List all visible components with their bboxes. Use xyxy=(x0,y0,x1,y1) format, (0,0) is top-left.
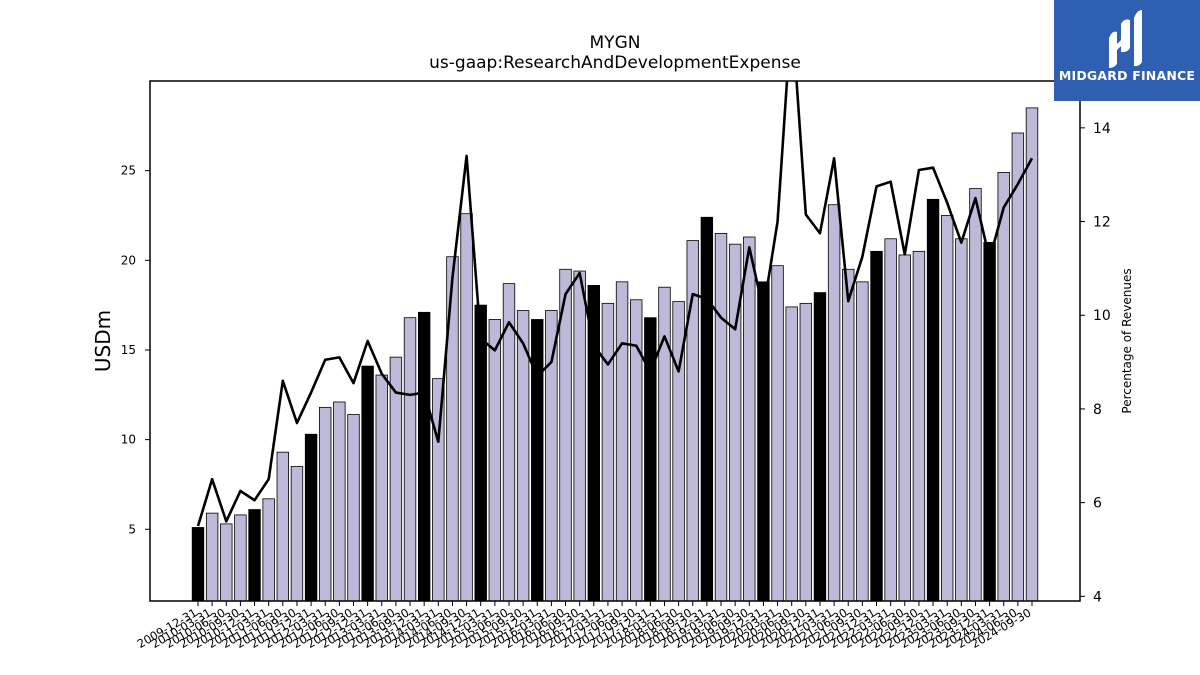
bar-2023-03-31 xyxy=(940,215,954,602)
y-tick-label: 20 xyxy=(121,253,136,267)
bar-2021-12-31 xyxy=(870,250,883,602)
bar-2015-03-31 xyxy=(488,319,502,602)
bar-2010-03-31 xyxy=(205,512,219,602)
y2-tick-label: 12 xyxy=(1093,215,1111,231)
y2-tick-label: 14 xyxy=(1093,121,1111,137)
bar-2011-12-31 xyxy=(304,433,318,602)
bar-2012-03-31 xyxy=(319,406,332,602)
y2-tick-label: 10 xyxy=(1093,308,1111,324)
bar-2021-09-30 xyxy=(856,281,869,602)
bar-2024-09-30 xyxy=(1025,107,1039,602)
bar-2021-03-31 xyxy=(827,204,841,602)
bar-2020-06-30 xyxy=(785,306,798,602)
bar-2019-06-30 xyxy=(728,243,742,602)
bar-2012-12-31 xyxy=(361,365,374,602)
brand-logo: MIDGARD FINANCE xyxy=(1054,0,1200,101)
bar-2015-12-31 xyxy=(531,319,544,602)
bar-2022-12-31 xyxy=(926,198,940,602)
bar-2022-03-31 xyxy=(884,238,897,602)
y-tick-label: 10 xyxy=(121,433,136,447)
bar-2023-12-31 xyxy=(983,241,996,602)
bar-2010-09-30 xyxy=(234,514,247,602)
bar-2011-06-30 xyxy=(276,451,290,602)
bar-2014-09-30 xyxy=(460,213,473,602)
bar-2013-09-30 xyxy=(403,317,417,602)
bar-2024-03-31 xyxy=(997,172,1010,602)
bar-2018-12-31 xyxy=(700,216,714,602)
y-tick-label: 15 xyxy=(121,343,136,357)
bar-2019-03-31 xyxy=(714,233,728,602)
y2-tick-label: 6 xyxy=(1093,496,1102,512)
bar-2017-06-30 xyxy=(615,281,629,602)
bar-2016-09-30 xyxy=(573,270,586,602)
bar-2010-06-30 xyxy=(220,523,233,602)
bar-2009-12-31 xyxy=(191,527,205,602)
bar-2022-06-30 xyxy=(898,254,911,602)
chart-subtitle: us-gaap:ResearchAndDevelopmentExpense xyxy=(429,53,801,73)
bar-2010-12-31 xyxy=(248,509,261,602)
y2-tick-label: 4 xyxy=(1093,589,1102,605)
bar-2014-06-30 xyxy=(446,256,459,602)
bar-2020-03-31 xyxy=(771,265,784,602)
bar-2016-12-31 xyxy=(587,285,600,602)
bar-2012-06-30 xyxy=(333,401,346,602)
bar-2013-03-31 xyxy=(375,374,388,602)
midgard-logo-icon xyxy=(1109,10,1142,69)
bar-2023-09-30 xyxy=(969,188,982,602)
y2-axis-label: Percentage of Revenues xyxy=(1120,268,1134,413)
logo-text: MIDGARD FINANCE xyxy=(1058,68,1196,83)
bar-2023-06-30 xyxy=(955,238,968,602)
bar-2020-09-30 xyxy=(799,302,813,602)
plot-frame xyxy=(149,80,1081,602)
percentage-line xyxy=(196,81,1034,527)
y2-tick-label: 8 xyxy=(1093,402,1102,418)
y-axis-label: USDm xyxy=(91,310,115,372)
bar-2016-03-31 xyxy=(545,310,558,602)
bar-2011-09-30 xyxy=(290,466,304,602)
bar-2024-06-30 xyxy=(1011,132,1025,602)
bar-2018-03-31 xyxy=(658,286,671,602)
y-tick-label: 5 xyxy=(128,522,136,536)
bar-2013-12-31 xyxy=(417,311,431,602)
bar-2019-12-31 xyxy=(757,281,770,602)
y-tick-label: 25 xyxy=(121,164,136,178)
bar-2017-03-31 xyxy=(601,302,615,602)
bar-2012-09-30 xyxy=(347,414,360,602)
bar-2011-03-31 xyxy=(262,498,275,602)
bar-2014-03-31 xyxy=(432,378,445,602)
bar-2019-09-30 xyxy=(743,236,756,602)
bar-2020-12-31 xyxy=(813,292,827,602)
chart-title: MYGN xyxy=(589,33,641,53)
bar-2014-12-31 xyxy=(474,304,487,602)
bar-2021-06-30 xyxy=(842,268,855,602)
bar-2022-09-30 xyxy=(912,250,926,602)
